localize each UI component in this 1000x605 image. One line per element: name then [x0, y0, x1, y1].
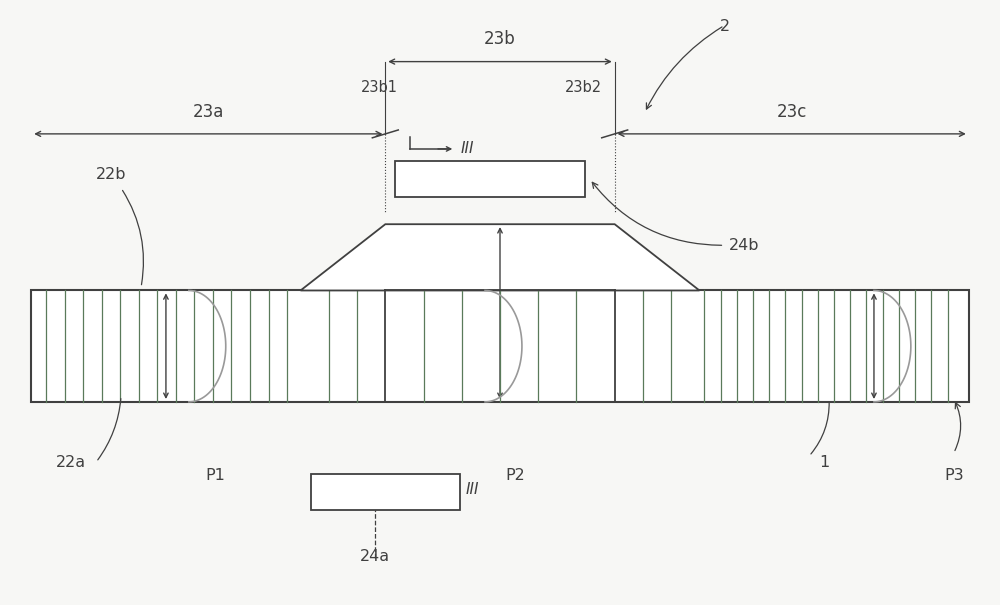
- Text: 23b: 23b: [484, 30, 516, 48]
- Text: 2: 2: [719, 19, 730, 34]
- Text: 23b2: 23b2: [565, 80, 602, 95]
- Text: 24a: 24a: [360, 549, 390, 564]
- Text: III: III: [460, 142, 474, 157]
- Text: P2: P2: [505, 468, 525, 483]
- Text: 23c: 23c: [776, 103, 807, 120]
- Text: 22a: 22a: [56, 454, 86, 469]
- Bar: [31, 290, 969, 402]
- Text: 23b1: 23b1: [360, 80, 397, 95]
- Text: 24b: 24b: [729, 238, 760, 253]
- Text: 23a: 23a: [193, 103, 224, 120]
- Text: 22b: 22b: [96, 167, 127, 182]
- Bar: [311, 474, 460, 510]
- Text: III: III: [465, 482, 479, 497]
- Text: P1: P1: [206, 468, 226, 483]
- Polygon shape: [301, 224, 699, 290]
- Text: P3: P3: [944, 468, 964, 483]
- Bar: [395, 161, 585, 197]
- Text: 1: 1: [819, 454, 829, 469]
